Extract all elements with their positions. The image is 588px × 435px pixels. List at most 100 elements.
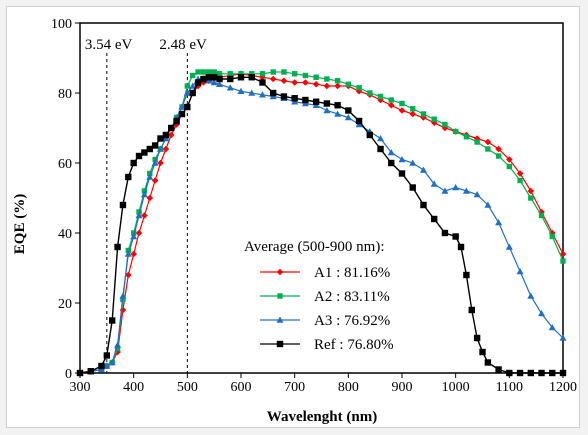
data-point — [168, 124, 175, 132]
data-point — [237, 74, 245, 81]
data-point — [276, 340, 284, 348]
data-point — [356, 85, 362, 91]
data-point — [485, 146, 491, 152]
data-point — [167, 131, 175, 139]
data-point — [162, 145, 170, 153]
data-point — [538, 208, 545, 216]
data-point — [119, 292, 127, 299]
data-point — [495, 145, 502, 153]
data-point — [441, 229, 449, 237]
annotation-label: 3.54 eV — [85, 37, 133, 53]
x-tick-label: 1100 — [496, 380, 523, 395]
data-point — [281, 69, 287, 75]
data-point — [367, 90, 373, 96]
data-point — [76, 369, 84, 377]
data-point — [190, 72, 196, 79]
data-point — [323, 100, 331, 107]
data-point — [560, 258, 566, 264]
data-point — [146, 194, 154, 202]
data-point — [495, 366, 502, 373]
data-point — [484, 138, 492, 146]
data-point — [302, 72, 309, 79]
data-point — [398, 156, 406, 163]
data-point — [452, 233, 459, 240]
series-ref — [76, 74, 567, 377]
data-point — [114, 341, 122, 348]
data-point — [227, 71, 233, 77]
data-point — [559, 334, 567, 341]
data-point — [516, 170, 524, 177]
data-point — [420, 111, 427, 117]
data-point — [324, 76, 330, 82]
legend-swatch — [260, 268, 300, 276]
data-point — [538, 212, 545, 219]
data-point — [484, 359, 492, 366]
data-point — [334, 78, 341, 84]
data-point — [387, 149, 395, 156]
data-point — [452, 184, 460, 191]
data-point — [276, 268, 284, 276]
y-tick-label: 20 — [58, 297, 72, 312]
data-point — [226, 84, 234, 91]
data-point — [345, 81, 352, 87]
data-point — [189, 89, 196, 97]
series-a2 — [77, 69, 566, 376]
x-tick-label: 600 — [231, 380, 252, 395]
legend-swatch — [260, 293, 300, 299]
data-point — [323, 107, 331, 114]
data-point — [125, 271, 132, 279]
y-axis-title: EQE (%) — [12, 194, 28, 254]
data-point — [559, 250, 567, 258]
legend-entry-a1: A1 : 81.16% — [314, 265, 390, 281]
data-point — [130, 233, 138, 240]
y-tick-label: 100 — [51, 17, 72, 32]
legend-swatch — [260, 340, 300, 348]
x-tick-label: 500 — [177, 380, 198, 395]
data-point — [291, 79, 298, 86]
data-point — [506, 163, 513, 170]
data-point — [135, 229, 143, 237]
data-point — [431, 116, 437, 122]
data-point — [124, 250, 132, 257]
data-point — [559, 369, 567, 377]
data-point — [200, 69, 207, 75]
legend-title: Average (500-900 nm): — [244, 239, 385, 255]
data-point — [125, 173, 132, 181]
x-axis-title: Wavelenght (nm) — [267, 409, 377, 425]
data-point — [87, 368, 94, 375]
data-point — [277, 293, 283, 299]
data-point — [114, 243, 121, 251]
data-point — [442, 121, 448, 128]
data-point — [210, 74, 218, 81]
data-point — [398, 107, 406, 114]
data-point — [205, 74, 212, 81]
y-tick-label: 0 — [65, 367, 72, 382]
data-point — [162, 131, 170, 139]
data-point — [419, 166, 427, 173]
data-point — [151, 177, 159, 184]
data-point — [468, 306, 475, 314]
y-tick-label: 80 — [58, 87, 72, 102]
data-point — [146, 145, 153, 153]
data-point — [302, 96, 309, 104]
data-point — [334, 110, 342, 117]
data-point — [249, 71, 255, 77]
data-point — [119, 201, 127, 209]
data-point — [216, 80, 224, 88]
data-point — [334, 102, 341, 109]
data-point — [135, 152, 143, 160]
series-a3 — [76, 75, 567, 376]
data-point — [538, 310, 546, 317]
data-point — [248, 74, 255, 81]
data-point — [484, 201, 492, 208]
data-point — [237, 87, 245, 95]
data-point — [98, 362, 105, 370]
data-point — [355, 117, 363, 125]
data-point — [194, 82, 202, 90]
data-point — [409, 110, 417, 118]
data-point — [178, 110, 186, 118]
data-point — [302, 79, 309, 86]
data-point — [270, 69, 276, 75]
data-point — [270, 89, 277, 97]
data-point — [216, 71, 223, 77]
